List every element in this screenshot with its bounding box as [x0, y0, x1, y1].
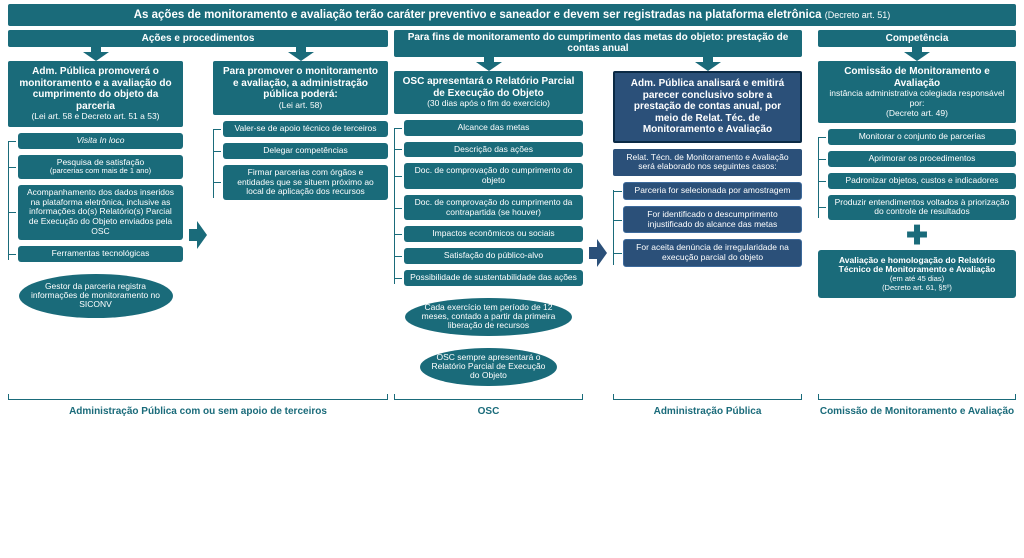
colA-item-2: Acompanhamento dos dados inseridos na pl…	[18, 185, 183, 240]
colC-item-2: Doc. de comprovação do cumprimento do ob…	[404, 163, 583, 189]
colD-head: Adm. Pública analisará e emitirá parecer…	[613, 71, 802, 143]
colC-item-6: Possibilidade de sustentabilidade das aç…	[404, 270, 583, 286]
arrow-down-icon	[394, 59, 583, 71]
section3-header: Competência	[818, 30, 1016, 47]
sec3-item-0: Monitorar o conjunto de parcerias	[828, 129, 1016, 145]
arrow-right-icon	[189, 79, 207, 392]
colD-item-2: For aceita denúncia de irregularidade na…	[623, 239, 802, 267]
section2-header: Para fins de monitoramento do cumpriment…	[394, 30, 802, 57]
arrow-down-icon	[818, 49, 1016, 61]
colC-item-3: Doc. de comprovação do cumprimento da co…	[404, 195, 583, 221]
colC-oval1: Cada exercício tem período de 12 meses, …	[405, 298, 571, 336]
plus-icon: ✚	[818, 224, 1016, 247]
sec3-final: Avaliação e homologação do Relatório Téc…	[818, 250, 1016, 299]
colC-item-5: Satisfação do público-alvo	[404, 248, 583, 264]
sec3-head: Comissão de Monitoramento e Avaliação in…	[818, 61, 1016, 123]
sec3-footer: Comissão de Monitoramento e Avaliação	[818, 406, 1016, 417]
arrow-down-icon	[8, 49, 183, 61]
colA-item-3: Ferramentas tecnológicas	[18, 246, 183, 262]
diagram-root: As ações de monitoramento e avaliação te…	[0, 0, 1024, 421]
colC-oval2: OSC sempre apresentará o Relatório Parci…	[420, 348, 556, 386]
sec3-item-3: Produzir entendimentos voltados à priori…	[828, 195, 1016, 221]
colA-head: Adm. Pública promoverá o monitoramento e…	[8, 61, 183, 127]
section1-header: Ações e procedimentos	[8, 30, 388, 47]
sec1-footer: Administração Pública com ou sem apoio d…	[8, 406, 388, 417]
colD-item-1: For identificado o descumprimento injust…	[623, 206, 802, 234]
colD-item-0: Parceria for selecionada por amostragem	[623, 182, 802, 200]
sec3-item-1: Aprimorar os procedimentos	[828, 151, 1016, 167]
colA-item-0: Visita In loco	[18, 133, 183, 149]
colB-head: Para promover o monitoramento e avaliaçã…	[213, 61, 388, 115]
colB-item-0: Valer-se de apoio técnico de terceiros	[223, 121, 388, 137]
colC-item-4: Impactos econômicos ou sociais	[404, 226, 583, 242]
colC-item-0: Alcance das metas	[404, 120, 583, 136]
colA-oval: Gestor da parceria registra informações …	[19, 274, 173, 318]
colC-item-1: Descrição das ações	[404, 142, 583, 158]
colA-item-1: Pesquisa de satisfação (parcerias com ma…	[18, 155, 183, 179]
colB-item-1: Delegar competências	[223, 143, 388, 159]
arrow-right-icon	[589, 89, 607, 417]
banner-text: As ações de monitoramento e avaliação te…	[134, 9, 822, 21]
colB-item-2: Firmar parcerias com órgãos e entidades …	[223, 165, 388, 200]
colC-head: OSC apresentará o Relatório Parcial de E…	[394, 71, 583, 114]
arrow-down-icon	[213, 49, 388, 61]
colD-footer: Administração Pública	[613, 406, 802, 417]
banner-ref: (Decreto art. 51)	[825, 10, 891, 20]
colD-note: Relat. Técn. de Monitoramento e Avaliaçã…	[613, 149, 802, 177]
sec3-item-2: Padronizar objetos, custos e indicadores	[828, 173, 1016, 189]
colC-footer: OSC	[394, 406, 583, 417]
top-banner: As ações de monitoramento e avaliação te…	[8, 4, 1016, 26]
arrow-down-icon	[613, 59, 802, 71]
